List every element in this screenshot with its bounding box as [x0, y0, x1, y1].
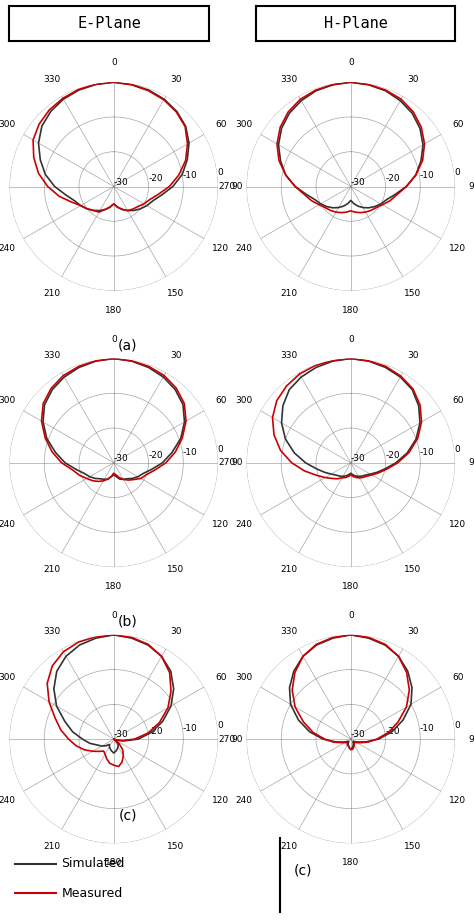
Text: E-Plane: E-Plane — [77, 17, 141, 31]
Text: (c): (c) — [118, 808, 137, 822]
Text: (a): (a) — [118, 338, 138, 353]
Text: Simulated: Simulated — [62, 857, 125, 870]
Text: Measured: Measured — [62, 887, 123, 900]
Text: H-Plane: H-Plane — [324, 17, 387, 31]
Text: (b): (b) — [118, 614, 138, 629]
Text: (c): (c) — [294, 863, 312, 878]
